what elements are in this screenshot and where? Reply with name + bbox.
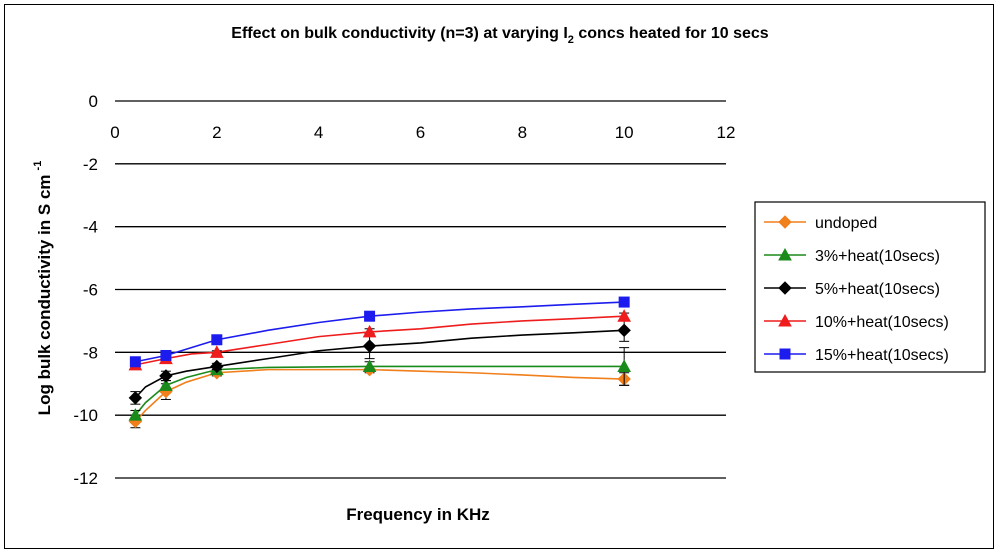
series-3 xyxy=(128,309,632,371)
legend-marker xyxy=(778,281,792,295)
x-axis-label: Frequency in KHz xyxy=(346,505,490,524)
y-axis-label: Log bulk conductivity in S cm-1 xyxy=(32,161,54,416)
legend-marker xyxy=(778,215,792,229)
legend-label: 5%+heat(10secs) xyxy=(815,281,940,298)
legend-label: undoped xyxy=(815,215,877,232)
legend-entry: 5%+heat(10secs) xyxy=(764,281,940,298)
x-tick-label: 6 xyxy=(416,123,425,142)
legend-entry: 3%+heat(10secs) xyxy=(764,247,940,265)
chart-title: Effect on bulk conductivity (n=3) at var… xyxy=(231,25,768,46)
data-point xyxy=(128,391,143,405)
data-point xyxy=(159,369,173,383)
legend-entry: 15%+heat(10secs) xyxy=(764,347,949,364)
data-point xyxy=(129,356,141,368)
legend-entry: 10%+heat(10secs) xyxy=(764,313,949,331)
y-tick-label: 0 xyxy=(89,92,98,111)
y-tick-label: -12 xyxy=(73,469,98,488)
legend-label: 10%+heat(10secs) xyxy=(815,314,949,331)
series-layer xyxy=(128,296,632,429)
data-point xyxy=(160,349,172,361)
data-point xyxy=(617,309,632,322)
x-tick-label: 8 xyxy=(518,123,527,142)
y-tick-label: -8 xyxy=(83,343,98,362)
series-1 xyxy=(128,347,632,421)
legend-label: 3%+heat(10secs) xyxy=(815,248,940,265)
legend-entry: undoped xyxy=(764,215,877,232)
data-point xyxy=(159,378,173,391)
x-tick-labels: 0 2 4 6 8 10 12 xyxy=(110,123,735,142)
legend-marker xyxy=(778,313,792,327)
legend-label: 15%+heat(10secs) xyxy=(815,347,949,364)
data-point xyxy=(128,408,143,421)
data-point xyxy=(364,310,376,322)
data-point xyxy=(211,334,223,346)
series-line xyxy=(134,368,625,422)
data-point xyxy=(209,345,224,358)
series-2 xyxy=(128,318,631,405)
y-tick-label: -10 xyxy=(73,406,98,425)
grid-lines xyxy=(115,100,726,479)
series-line xyxy=(134,365,625,416)
legend: undoped 3%+heat(10secs) 5%+heat(10secs) 10%… xyxy=(764,215,949,364)
series-line xyxy=(135,301,625,363)
data-point xyxy=(362,339,377,353)
y-tick-label: -6 xyxy=(83,281,98,300)
series-4 xyxy=(129,296,630,368)
data-point xyxy=(617,359,632,372)
legend-box xyxy=(754,201,986,373)
x-tick-label: 0 xyxy=(110,123,119,142)
data-point xyxy=(618,296,630,308)
x-tick-label: 10 xyxy=(615,123,634,142)
y-tick-label: -4 xyxy=(83,218,98,237)
data-point xyxy=(210,359,224,374)
series-line xyxy=(134,329,625,399)
legend-marker xyxy=(779,348,791,360)
y-tick-label: -2 xyxy=(83,155,98,174)
data-point xyxy=(617,323,631,338)
x-tick-label: 12 xyxy=(717,123,736,142)
x-tick-label: 4 xyxy=(314,123,323,142)
series-line xyxy=(135,315,625,366)
x-tick-label: 2 xyxy=(212,123,221,142)
data-point xyxy=(362,359,377,372)
legend-marker xyxy=(778,247,792,261)
data-point xyxy=(362,324,377,338)
y-tick-labels: 0 -2 -4 -6 -8 -10 -12 xyxy=(73,92,98,488)
